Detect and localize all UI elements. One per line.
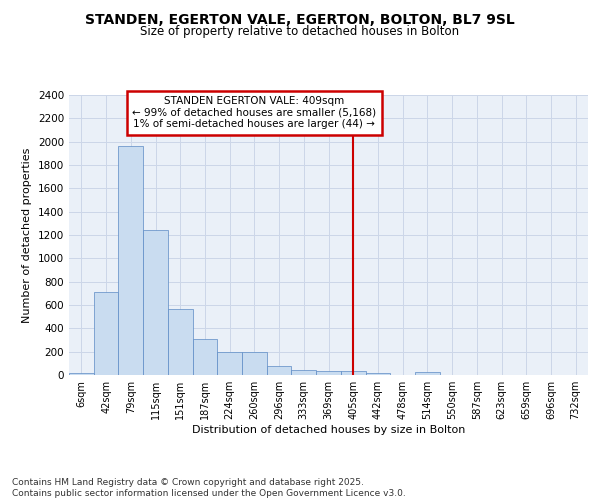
Bar <box>415 372 440 375</box>
Bar <box>217 352 242 375</box>
Bar <box>143 230 168 375</box>
Bar <box>242 352 267 375</box>
Bar <box>292 370 316 375</box>
Bar <box>267 366 292 375</box>
Text: Contains HM Land Registry data © Crown copyright and database right 2025.
Contai: Contains HM Land Registry data © Crown c… <box>12 478 406 498</box>
Text: Size of property relative to detached houses in Bolton: Size of property relative to detached ho… <box>140 25 460 38</box>
Text: STANDEN, EGERTON VALE, EGERTON, BOLTON, BL7 9SL: STANDEN, EGERTON VALE, EGERTON, BOLTON, … <box>85 12 515 26</box>
Y-axis label: Number of detached properties: Number of detached properties <box>22 148 32 322</box>
Bar <box>94 292 118 375</box>
Bar <box>365 373 390 375</box>
Bar <box>193 340 217 375</box>
Bar <box>69 373 94 375</box>
Text: STANDEN EGERTON VALE: 409sqm
← 99% of detached houses are smaller (5,168)
1% of : STANDEN EGERTON VALE: 409sqm ← 99% of de… <box>132 96 376 130</box>
Bar <box>316 371 341 375</box>
X-axis label: Distribution of detached houses by size in Bolton: Distribution of detached houses by size … <box>192 425 465 435</box>
Bar <box>118 146 143 375</box>
Bar <box>341 371 365 375</box>
Bar <box>168 308 193 375</box>
